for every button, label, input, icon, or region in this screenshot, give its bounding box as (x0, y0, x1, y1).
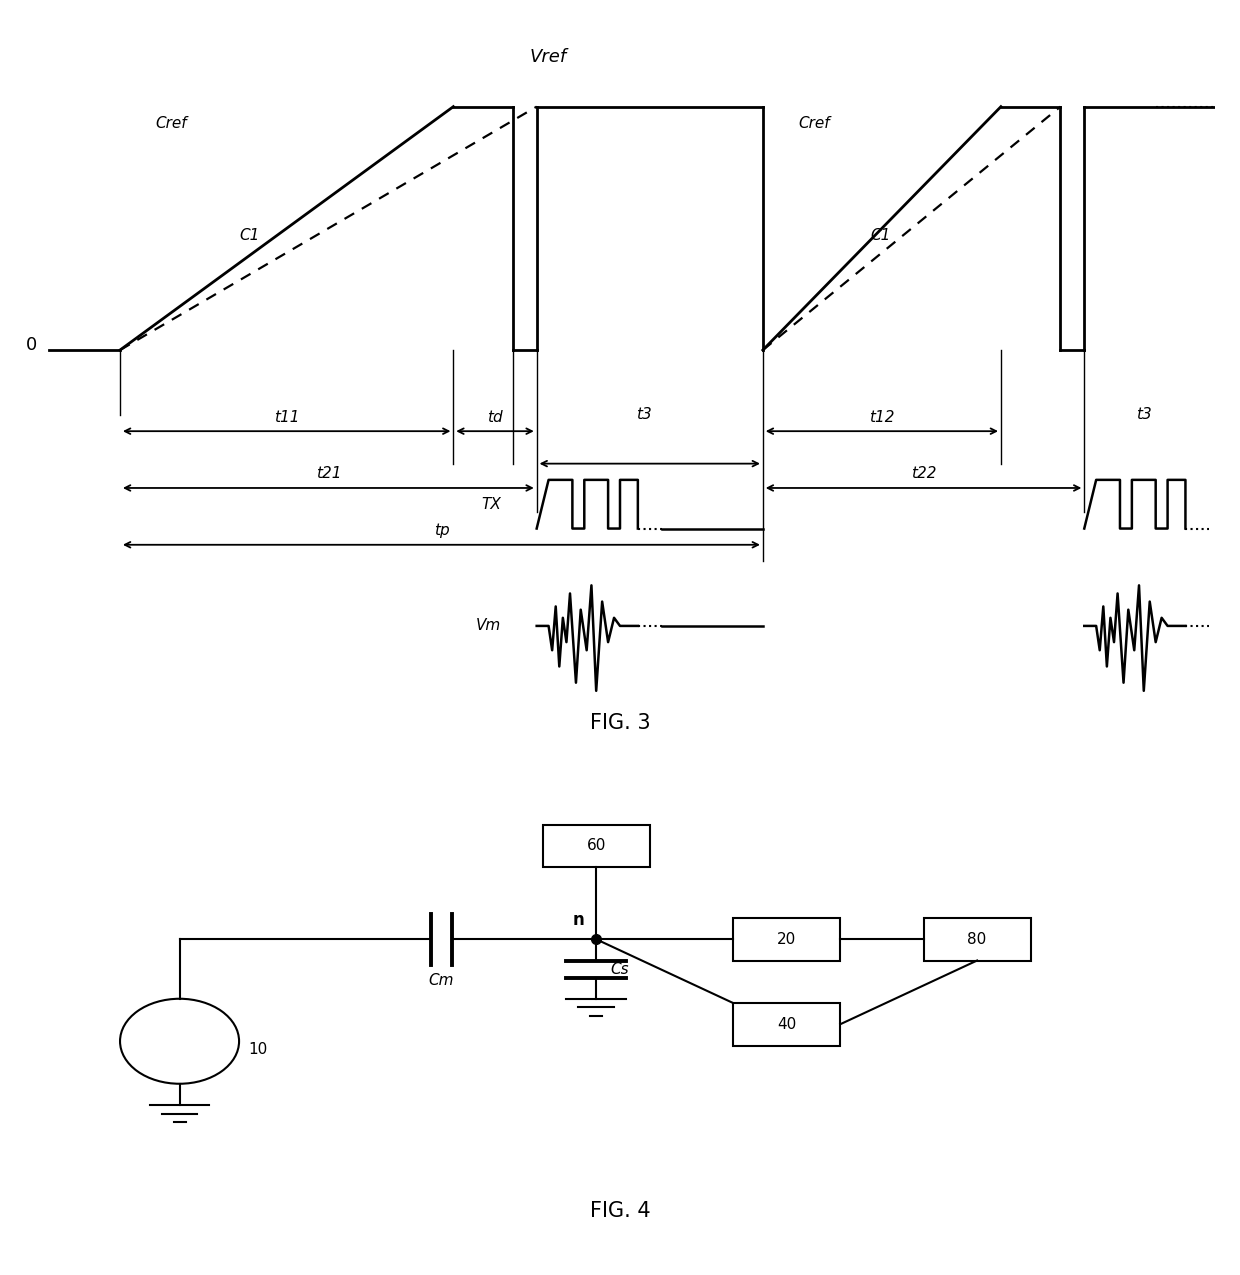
Text: Cm: Cm (429, 973, 454, 988)
Text: 0: 0 (26, 337, 37, 354)
Text: FIG. 3: FIG. 3 (590, 713, 650, 733)
Text: Cref: Cref (799, 116, 831, 131)
Text: td: td (487, 409, 503, 425)
Text: 80: 80 (967, 932, 987, 947)
Text: tp: tp (434, 523, 449, 538)
Text: t11: t11 (274, 409, 299, 425)
Text: C1: C1 (239, 228, 259, 244)
Text: Vref: Vref (529, 48, 567, 66)
Text: t3: t3 (1136, 408, 1152, 422)
Text: 20: 20 (777, 932, 796, 947)
Text: Vm: Vm (476, 618, 501, 634)
Text: 10: 10 (248, 1042, 268, 1057)
Bar (733, 1003, 841, 1046)
Text: t12: t12 (869, 409, 894, 425)
Bar (733, 918, 841, 960)
Text: t22: t22 (911, 467, 936, 482)
Text: FIG. 4: FIG. 4 (590, 1201, 650, 1221)
Bar (924, 918, 1030, 960)
Text: n: n (573, 912, 584, 929)
Text: Cref: Cref (156, 116, 187, 131)
Text: 60: 60 (587, 838, 606, 853)
Text: t3: t3 (636, 408, 652, 422)
Bar (543, 825, 650, 867)
Text: TX: TX (481, 497, 501, 511)
Text: Cs: Cs (610, 961, 629, 977)
Text: 40: 40 (777, 1016, 796, 1031)
Text: t21: t21 (316, 467, 341, 482)
Text: C1: C1 (870, 228, 890, 244)
